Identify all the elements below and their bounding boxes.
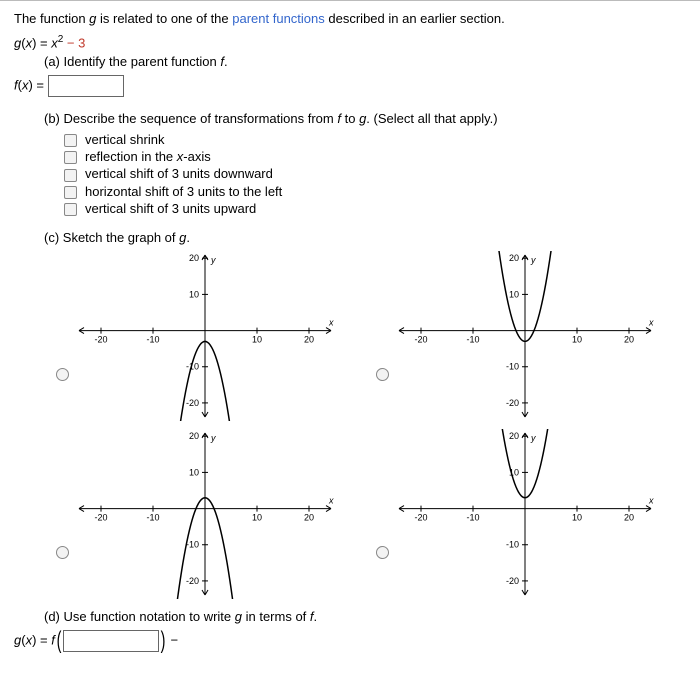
graph-option: -20-101020-20-101020xy [44, 251, 364, 421]
option-label: reflection in the x-axis [85, 149, 211, 164]
graph-radio[interactable] [376, 368, 389, 381]
graph-option: -20 -10 10 20 -20 -10 10 20 x y [44, 429, 364, 599]
svg-text:-10: -10 [466, 334, 479, 344]
transform-option: reflection in the x-axis [64, 149, 686, 164]
svg-text:10: 10 [572, 512, 582, 522]
svg-text:-20: -20 [414, 334, 427, 344]
mini-graph: -20 -10 10 20 -20 -10 10 20 x y [395, 251, 655, 421]
svg-text:20: 20 [624, 334, 634, 344]
transform-option: vertical shift of 3 units downward [64, 166, 686, 181]
checkbox[interactable] [64, 151, 77, 164]
part-a-answer: f(x) = [14, 75, 686, 97]
svg-text:x: x [648, 495, 654, 505]
part-d-answer: g(x) = f() − [14, 630, 686, 652]
svg-text:-20: -20 [506, 398, 519, 408]
option-label: horizontal shift of 3 units to the left [85, 184, 282, 199]
svg-text:20: 20 [509, 431, 519, 441]
svg-text:-10: -10 [146, 512, 159, 522]
svg-text:x: x [328, 317, 334, 327]
svg-text:10: 10 [252, 334, 262, 344]
graph-option: -20 -10 10 20 -20 -10 10 20 x y [364, 251, 684, 421]
svg-text:-20: -20 [506, 576, 519, 586]
svg-text:y: y [530, 433, 536, 443]
mini-graph: -20-101020-20-101020xy [75, 251, 335, 421]
part-c-prompt: (c) Sketch the graph of g. [44, 230, 686, 245]
svg-text:20: 20 [189, 253, 199, 263]
checkbox[interactable] [64, 134, 77, 147]
graph-radio[interactable] [376, 546, 389, 559]
graph-option: -20-101020-20-101020xy [364, 429, 684, 599]
svg-text:-20: -20 [186, 576, 199, 586]
svg-text:10: 10 [189, 467, 199, 477]
svg-text:y: y [210, 433, 216, 443]
svg-text:x: x [648, 317, 654, 327]
svg-text:10: 10 [572, 334, 582, 344]
part-b-prompt: (b) Describe the sequence of transformat… [44, 111, 686, 126]
option-label: vertical shift of 3 units upward [85, 201, 256, 216]
svg-text:-20: -20 [94, 334, 107, 344]
mini-graph: -20-101020-20-101020xy [395, 429, 655, 599]
checkbox[interactable] [64, 186, 77, 199]
graph-radio[interactable] [56, 368, 69, 381]
svg-text:-10: -10 [186, 539, 199, 549]
svg-text:10: 10 [509, 289, 519, 299]
fn-arg-input[interactable] [63, 630, 159, 652]
svg-text:10: 10 [189, 289, 199, 299]
parent-functions-link[interactable]: parent functions [232, 11, 325, 26]
svg-text:x: x [328, 495, 334, 505]
option-label: vertical shift of 3 units downward [85, 166, 273, 181]
part-a-prompt: (a) Identify the parent function f. [44, 54, 686, 69]
given-function: g(x) = x2 − 3 [14, 34, 686, 50]
checkbox[interactable] [64, 169, 77, 182]
part-d-prompt: (d) Use function notation to write g in … [44, 609, 686, 624]
transform-option: vertical shrink [64, 132, 686, 147]
svg-text:-10: -10 [506, 539, 519, 549]
svg-text:-10: -10 [506, 361, 519, 371]
svg-text:y: y [530, 255, 536, 265]
option-label: vertical shrink [85, 132, 164, 147]
graph-radio[interactable] [56, 546, 69, 559]
svg-text:-20: -20 [94, 512, 107, 522]
parent-function-input[interactable] [48, 75, 124, 97]
svg-text:-20: -20 [414, 512, 427, 522]
svg-text:20: 20 [189, 431, 199, 441]
svg-text:-20: -20 [186, 398, 199, 408]
transform-option: vertical shift of 3 units upward [64, 201, 686, 216]
transform-option: horizontal shift of 3 units to the left [64, 184, 686, 199]
svg-text:20: 20 [304, 334, 314, 344]
checkbox[interactable] [64, 203, 77, 216]
svg-text:-10: -10 [466, 512, 479, 522]
svg-text:y: y [210, 255, 216, 265]
svg-text:-10: -10 [146, 334, 159, 344]
intro-text: The function g is related to one of the … [14, 11, 686, 26]
svg-text:20: 20 [304, 512, 314, 522]
graph-choices: -20 -10 10 20 -20 -10 10 20 x y -20 -10 10 20 -20 -10 10… [44, 251, 684, 607]
mini-graph: -20 -10 10 20 -20 -10 10 20 x y [75, 429, 335, 599]
svg-text:20: 20 [509, 253, 519, 263]
svg-text:20: 20 [624, 512, 634, 522]
svg-text:10: 10 [252, 512, 262, 522]
